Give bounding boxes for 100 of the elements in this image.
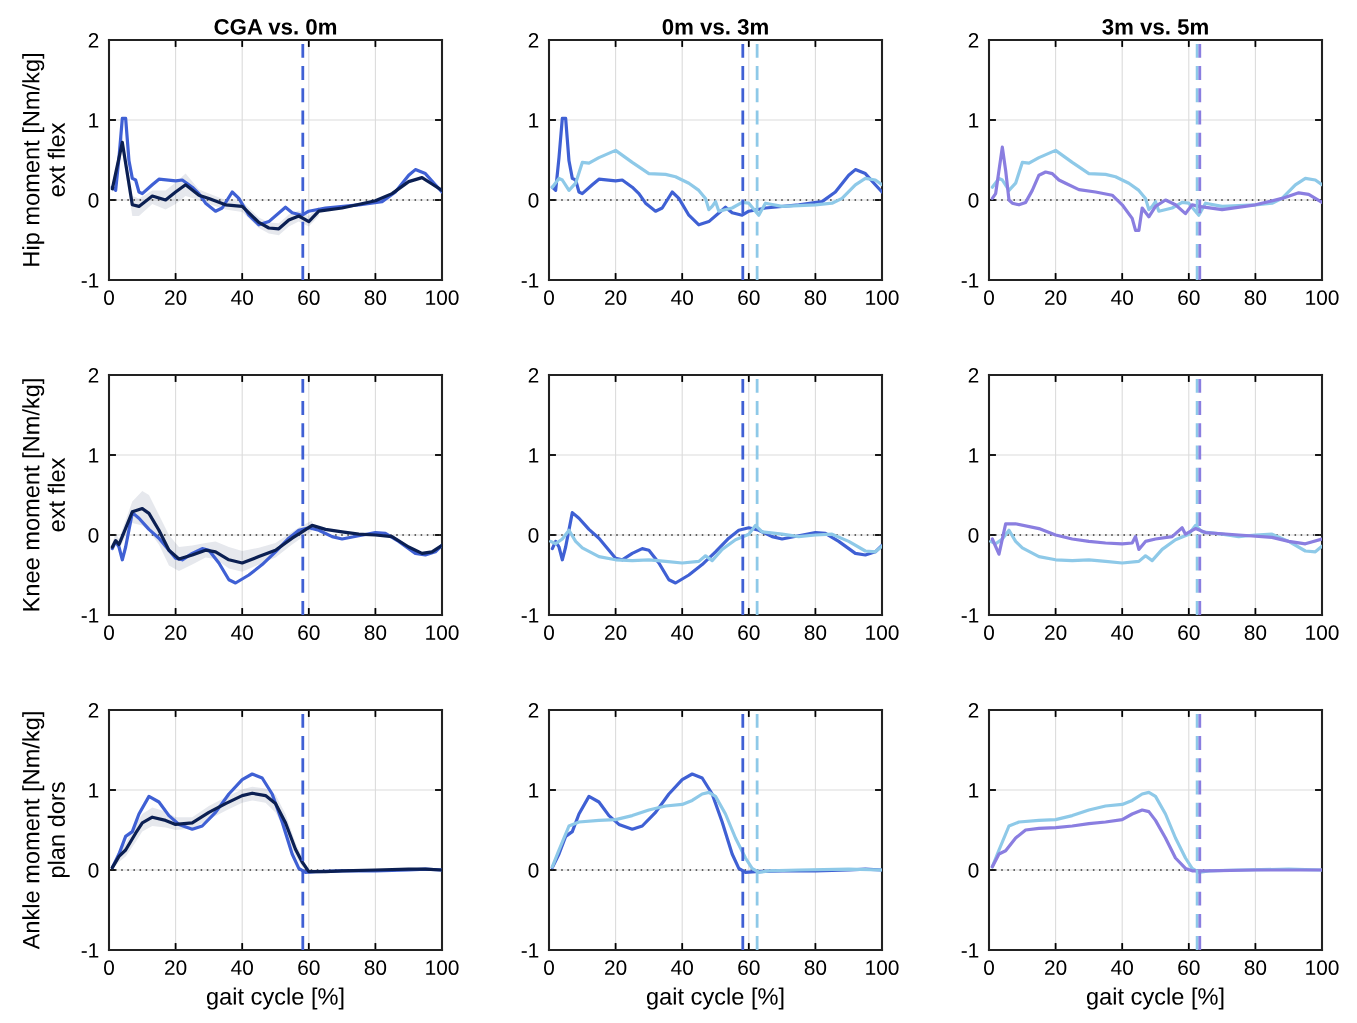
x-tick-label: 60: [298, 960, 320, 976]
x-tick-label: 0: [984, 625, 994, 641]
x-tick-label: 100: [426, 625, 459, 641]
x-tick-label: 60: [1178, 960, 1200, 976]
x-tick-label: 80: [364, 290, 387, 306]
y-tick-label: 0: [88, 193, 99, 208]
y-tick-label: 0: [528, 193, 539, 208]
x-tick-label: 40: [231, 290, 253, 306]
x-axis-title: gait cycle [%]: [1086, 987, 1224, 1010]
x-tick-label: 40: [671, 625, 693, 641]
y-tick-label: 1: [969, 448, 979, 463]
y-axis-title: Knee moment [Nm/kg] ext flex: [22, 379, 65, 611]
x-tick-label: 60: [298, 290, 320, 306]
x-axis-title: gait cycle [%]: [206, 987, 344, 1010]
x-tick-label: 60: [738, 960, 760, 976]
y-tick-label: 0: [968, 528, 979, 543]
x-tick-label: 100: [426, 960, 459, 976]
x-tick-label: 60: [1178, 290, 1200, 306]
y-tick-label: -1: [81, 608, 99, 623]
x-tick-label: 100: [1306, 625, 1339, 641]
x-tick-label: 80: [1244, 290, 1267, 306]
x-tick-label: 40: [671, 290, 693, 306]
x-tick-label: 100: [866, 625, 899, 641]
y-tick-label: 1: [89, 448, 99, 463]
x-tick-label: 20: [1045, 625, 1067, 641]
x-tick-label: 0: [544, 625, 554, 641]
x-tick-label: 20: [1045, 290, 1067, 306]
y-tick-label: 0: [528, 863, 539, 878]
x-tick-label: 40: [1111, 290, 1133, 306]
chart-title: 3m vs. 5m: [1102, 18, 1208, 35]
x-tick-label: 60: [1178, 625, 1200, 641]
y-tick-label: 0: [968, 193, 979, 208]
x-tick-label: 20: [165, 290, 187, 306]
x-tick-label: 60: [298, 625, 320, 641]
y-tick-label: 2: [528, 703, 539, 718]
y-tick-label: 2: [528, 368, 539, 383]
line-series: [990, 522, 1322, 556]
x-tick-label: 40: [231, 625, 253, 641]
x-tick-label: 80: [804, 960, 827, 976]
y-tick-label: 2: [968, 368, 979, 383]
x-tick-label: 0: [544, 960, 554, 976]
y-tick-label: 1: [529, 448, 539, 463]
x-tick-label: 20: [1045, 960, 1067, 976]
x-tick-label: 100: [866, 960, 899, 976]
line-series: [110, 140, 442, 231]
y-tick-label: -1: [961, 943, 979, 958]
y-tick-label: 1: [529, 113, 539, 128]
y-tick-label: 0: [88, 528, 99, 543]
y-tick-label: -1: [521, 608, 539, 623]
x-axis-title: gait cycle [%]: [646, 987, 784, 1010]
x-tick-label: 80: [804, 625, 827, 641]
x-tick-label: 0: [984, 960, 994, 976]
x-tick-label: 80: [1244, 625, 1267, 641]
y-tick-label: 0: [528, 528, 539, 543]
x-tick-label: 20: [165, 960, 187, 976]
x-tick-label: 20: [605, 625, 627, 641]
x-tick-label: 0: [104, 625, 114, 641]
x-tick-label: 80: [364, 960, 387, 976]
y-tick-label: 0: [88, 863, 99, 878]
x-tick-label: 80: [364, 625, 387, 641]
x-tick-label: 60: [738, 625, 760, 641]
y-axis-title: Hip moment [Nm/kg] ext flex: [22, 54, 65, 266]
y-tick-label: -1: [81, 273, 99, 288]
y-tick-label: 2: [968, 33, 979, 48]
x-tick-label: 80: [1244, 960, 1267, 976]
x-tick-label: 0: [104, 960, 114, 976]
y-axis-title: Ankle moment [Nm/kg] plan dors: [22, 712, 70, 950]
x-tick-label: 60: [738, 290, 760, 306]
y-tick-label: 2: [528, 33, 539, 48]
y-tick-label: -1: [521, 943, 539, 958]
y-tick-label: 1: [969, 113, 979, 128]
y-tick-label: 1: [969, 783, 979, 798]
x-tick-label: 0: [104, 290, 114, 306]
x-tick-label: 40: [1111, 960, 1133, 976]
y-tick-label: 0: [968, 863, 979, 878]
x-tick-label: 100: [426, 290, 459, 306]
x-tick-label: 80: [804, 290, 827, 306]
chart-title: 0m vs. 3m: [662, 18, 768, 35]
x-tick-label: 0: [544, 290, 554, 306]
y-tick-label: -1: [961, 273, 979, 288]
x-tick-label: 100: [1306, 960, 1339, 976]
y-tick-label: 1: [89, 113, 99, 128]
y-tick-label: 1: [89, 783, 99, 798]
line-series: [110, 507, 442, 565]
x-tick-label: 20: [605, 960, 627, 976]
x-tick-label: 20: [605, 290, 627, 306]
y-tick-label: 2: [88, 33, 99, 48]
y-tick-label: 2: [968, 703, 979, 718]
y-tick-label: -1: [961, 608, 979, 623]
y-tick-label: -1: [81, 943, 99, 958]
x-tick-label: 0: [984, 290, 994, 306]
x-tick-label: 40: [1111, 625, 1133, 641]
x-tick-label: 40: [231, 960, 253, 976]
line-series: [110, 791, 442, 874]
x-tick-label: 40: [671, 960, 693, 976]
y-tick-label: 2: [88, 368, 99, 383]
x-tick-label: 20: [165, 625, 187, 641]
chart-title: CGA vs. 0m: [214, 18, 337, 35]
x-tick-label: 100: [1306, 290, 1339, 306]
x-tick-label: 100: [866, 290, 899, 306]
